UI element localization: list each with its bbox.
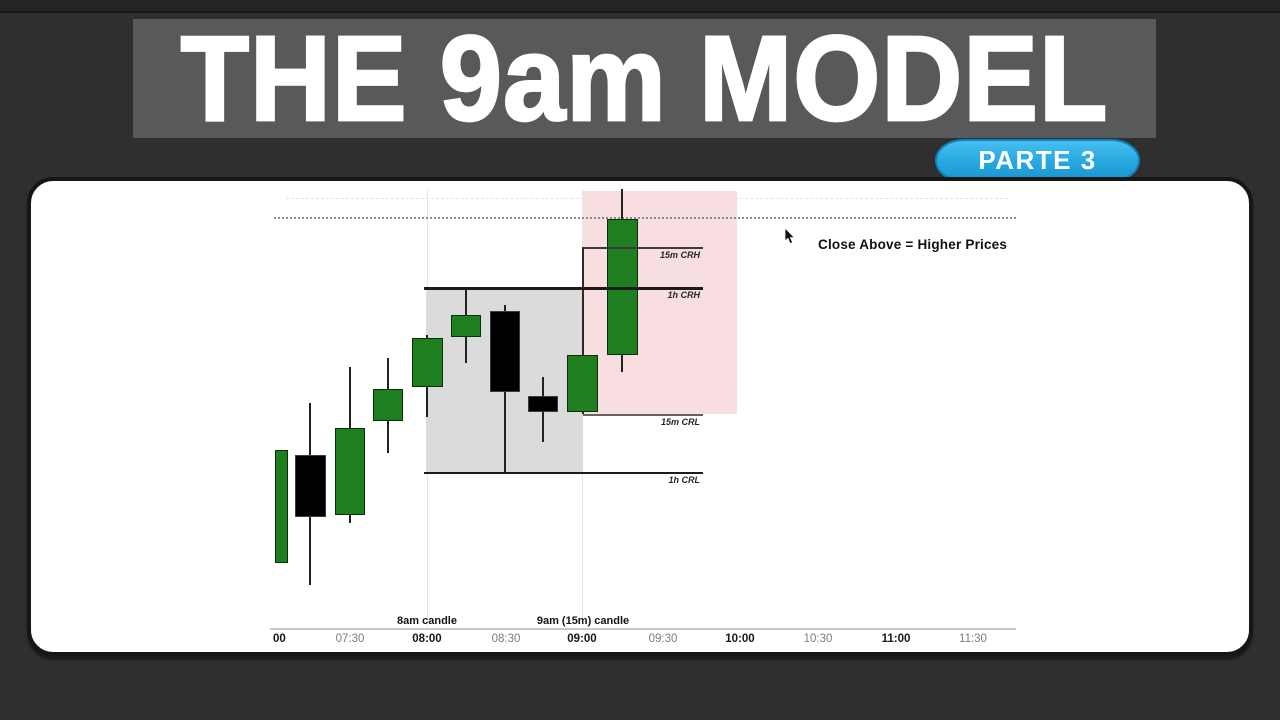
x-tick-0830: 08:30 xyxy=(491,633,521,645)
x-axis-line xyxy=(270,628,1016,630)
candle-body-0800 xyxy=(411,338,443,387)
level-label-15m-crl: 15m CRL xyxy=(660,417,700,427)
page-title: THE 9am MODEL xyxy=(179,10,1109,146)
level-label-15m-crh: 15m CRH xyxy=(659,250,700,260)
x-tick-1100: 11:00 xyxy=(881,633,911,645)
candle-body-0715 xyxy=(294,455,326,517)
candle-body-0745 xyxy=(373,389,403,421)
top-strip xyxy=(0,0,1280,13)
level-line-15m-crh xyxy=(583,247,703,249)
target-dotted-line xyxy=(274,217,1016,219)
candle-body-0815 xyxy=(451,315,481,337)
part-badge-label: PARTE 3 xyxy=(978,145,1097,175)
candle-body-0730 xyxy=(335,428,365,515)
axis-note-8am: 8am candle xyxy=(397,615,457,627)
level-label-1h-crh: 1h CRH xyxy=(667,290,700,300)
x-tick-0730: 07:30 xyxy=(335,633,365,645)
x-tick-1130: 11:30 xyxy=(959,633,987,645)
level-line-1h-crl xyxy=(424,472,703,474)
candle-body-0700 xyxy=(274,450,288,563)
part-badge: PARTE 3 xyxy=(935,139,1140,182)
x-tick-0930: 09:30 xyxy=(648,633,678,645)
x-tick-0900: 09:00 xyxy=(567,633,597,645)
level-line-15m-crl xyxy=(583,414,703,416)
mouse-cursor-icon xyxy=(784,228,796,245)
close-above-callout: Close Above = Higher Prices xyxy=(818,237,1008,252)
x-tick-00: 00 xyxy=(273,633,286,645)
x-tick-1000: 10:00 xyxy=(725,633,755,645)
candle-body-0900 xyxy=(566,355,598,412)
range-connector-line xyxy=(582,247,584,414)
candle-body-0845 xyxy=(528,396,558,412)
x-tick-1030: 10:30 xyxy=(803,633,833,645)
candle-body-0830 xyxy=(490,311,520,392)
x-tick-0800: 08:00 xyxy=(412,633,442,645)
level-line-1h-crh xyxy=(424,287,703,290)
axis-note-9am: 9am (15m) candle xyxy=(536,615,630,627)
title-banner: THE 9am MODEL xyxy=(133,13,1156,144)
level-label-1h-crl: 1h CRL xyxy=(668,475,701,485)
